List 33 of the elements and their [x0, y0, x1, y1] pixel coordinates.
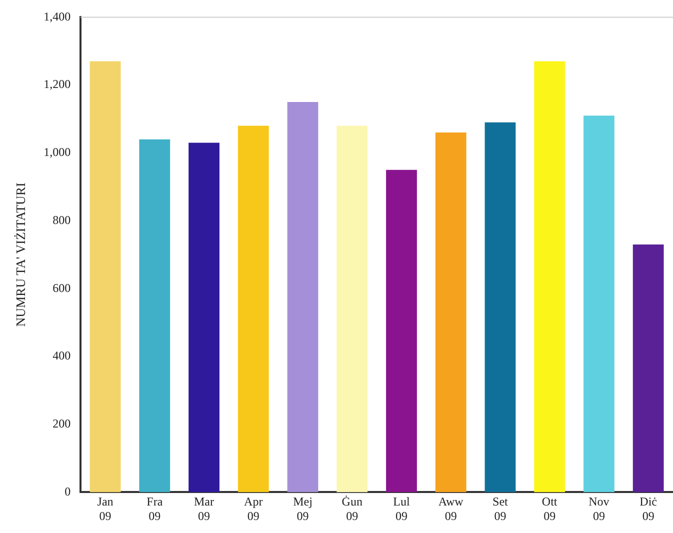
x-tick-label: Apr 09 — [244, 494, 263, 523]
y-tick-label: 600 — [52, 280, 71, 295]
bar — [484, 122, 516, 492]
x-tick-label: Aww 09 — [438, 494, 464, 523]
y-tick-label: 1,400 — [44, 9, 71, 24]
bar — [336, 126, 368, 492]
x-tick-label: Ġun 09 — [342, 494, 362, 523]
x-tick-label: Set 09 — [492, 494, 509, 523]
y-tick-label: 1,000 — [44, 145, 71, 160]
bar — [534, 61, 566, 492]
bar — [386, 170, 417, 492]
x-tick-label: Mar 09 — [194, 494, 214, 523]
bar — [139, 139, 170, 492]
y-tick-label: 200 — [52, 416, 71, 430]
x-tick-label: Lul 09 — [393, 494, 410, 523]
x-tick-label: Fra 09 — [146, 494, 164, 523]
bar — [584, 116, 614, 492]
bar — [632, 244, 664, 492]
x-tick-label: Diċ 09 — [640, 494, 657, 523]
x-tick-label: Jan 09 — [97, 494, 114, 523]
x-tick-label: Mej 09 — [293, 494, 312, 523]
bar — [90, 61, 121, 492]
bar — [238, 126, 269, 492]
bar — [435, 132, 466, 492]
x-tick-label: Ott 09 — [542, 494, 558, 523]
x-tick-label: Nov 09 — [588, 494, 610, 523]
bar — [287, 102, 318, 492]
y-tick-label: 0 — [64, 484, 71, 498]
y-tick-label: 400 — [52, 348, 71, 363]
y-axis-title: NUMRU TA' VIŻITATURI — [13, 182, 28, 327]
y-tick-label: 1,200 — [44, 77, 71, 92]
bar — [188, 142, 220, 492]
y-tick-label: 800 — [52, 212, 71, 227]
